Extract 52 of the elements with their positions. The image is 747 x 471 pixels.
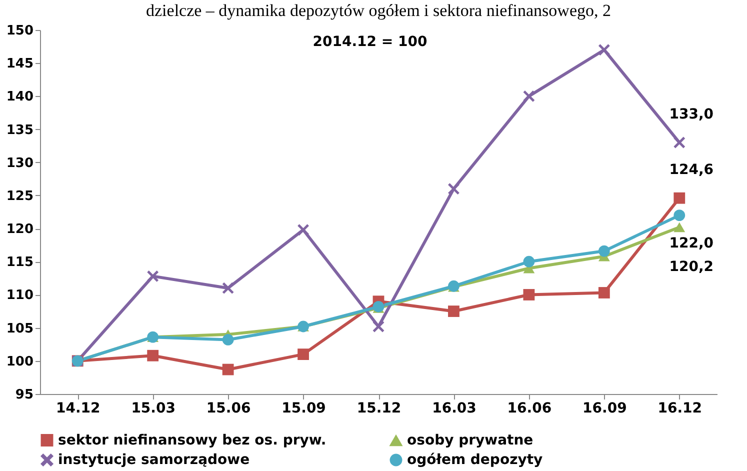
x-tick-label: 16.06 bbox=[507, 400, 552, 416]
point bbox=[674, 222, 686, 232]
x-tick-label: 16.12 bbox=[658, 400, 702, 416]
point bbox=[372, 300, 384, 312]
point bbox=[222, 364, 234, 376]
legend-label: ogółem depozyty bbox=[407, 452, 543, 468]
data-label: 120,2 bbox=[669, 259, 714, 276]
x-tick-label: 15.09 bbox=[282, 400, 326, 416]
point bbox=[147, 270, 159, 282]
x-tick-label: 16.09 bbox=[582, 400, 627, 416]
legend-label: osoby prywatne bbox=[407, 432, 534, 449]
y-tick-label: 130 bbox=[6, 156, 34, 171]
point bbox=[598, 245, 610, 257]
x-tick-label: 14.12 bbox=[56, 400, 100, 416]
y-tick-label: 135 bbox=[6, 122, 34, 138]
y-tick-label: 120 bbox=[6, 222, 34, 238]
point bbox=[523, 256, 535, 268]
y-tick-label: 115 bbox=[6, 255, 34, 270]
point bbox=[298, 224, 309, 236]
data-label: 122,0 bbox=[669, 235, 714, 252]
y-tick-label: 140 bbox=[6, 90, 34, 105]
point bbox=[598, 287, 610, 298]
data-label: 133,0 bbox=[669, 106, 714, 123]
point bbox=[448, 306, 460, 317]
x-tick-label: 15.12 bbox=[356, 400, 402, 416]
point bbox=[523, 90, 535, 102]
point bbox=[674, 136, 686, 148]
point bbox=[674, 210, 686, 221]
y-tick-label: 125 bbox=[6, 188, 34, 204]
y-tick-label: 100 bbox=[6, 354, 34, 370]
chart-title: dzielcze – dynamika depozytów ogółem i sektora niefinansowego, 2 bbox=[146, 1, 611, 20]
x-tick-label: 16.03 bbox=[432, 400, 476, 416]
legend-label: sektor niefinansowy bez os. pryw. bbox=[58, 432, 326, 448]
point bbox=[298, 348, 309, 360]
data-label: 124,6 bbox=[669, 162, 714, 178]
point bbox=[523, 289, 535, 300]
point bbox=[222, 282, 234, 294]
point bbox=[448, 183, 460, 195]
y-tick-label: 145 bbox=[6, 56, 34, 72]
legend-label: instytucje samorządowe bbox=[58, 452, 250, 468]
x-tick-label: 15.06 bbox=[206, 400, 251, 416]
y-tick-label: 95 bbox=[15, 388, 34, 402]
point bbox=[674, 192, 686, 204]
point bbox=[147, 350, 159, 362]
point bbox=[598, 44, 610, 56]
point bbox=[372, 320, 384, 332]
y-tick-label: 150 bbox=[6, 24, 34, 38]
y-tick-label: 110 bbox=[6, 288, 34, 304]
annotation: 2014.12 = 100 bbox=[312, 34, 428, 50]
point bbox=[222, 334, 234, 346]
y-tick-label: 105 bbox=[6, 321, 34, 336]
x-tick-label: 15.03 bbox=[131, 400, 176, 416]
